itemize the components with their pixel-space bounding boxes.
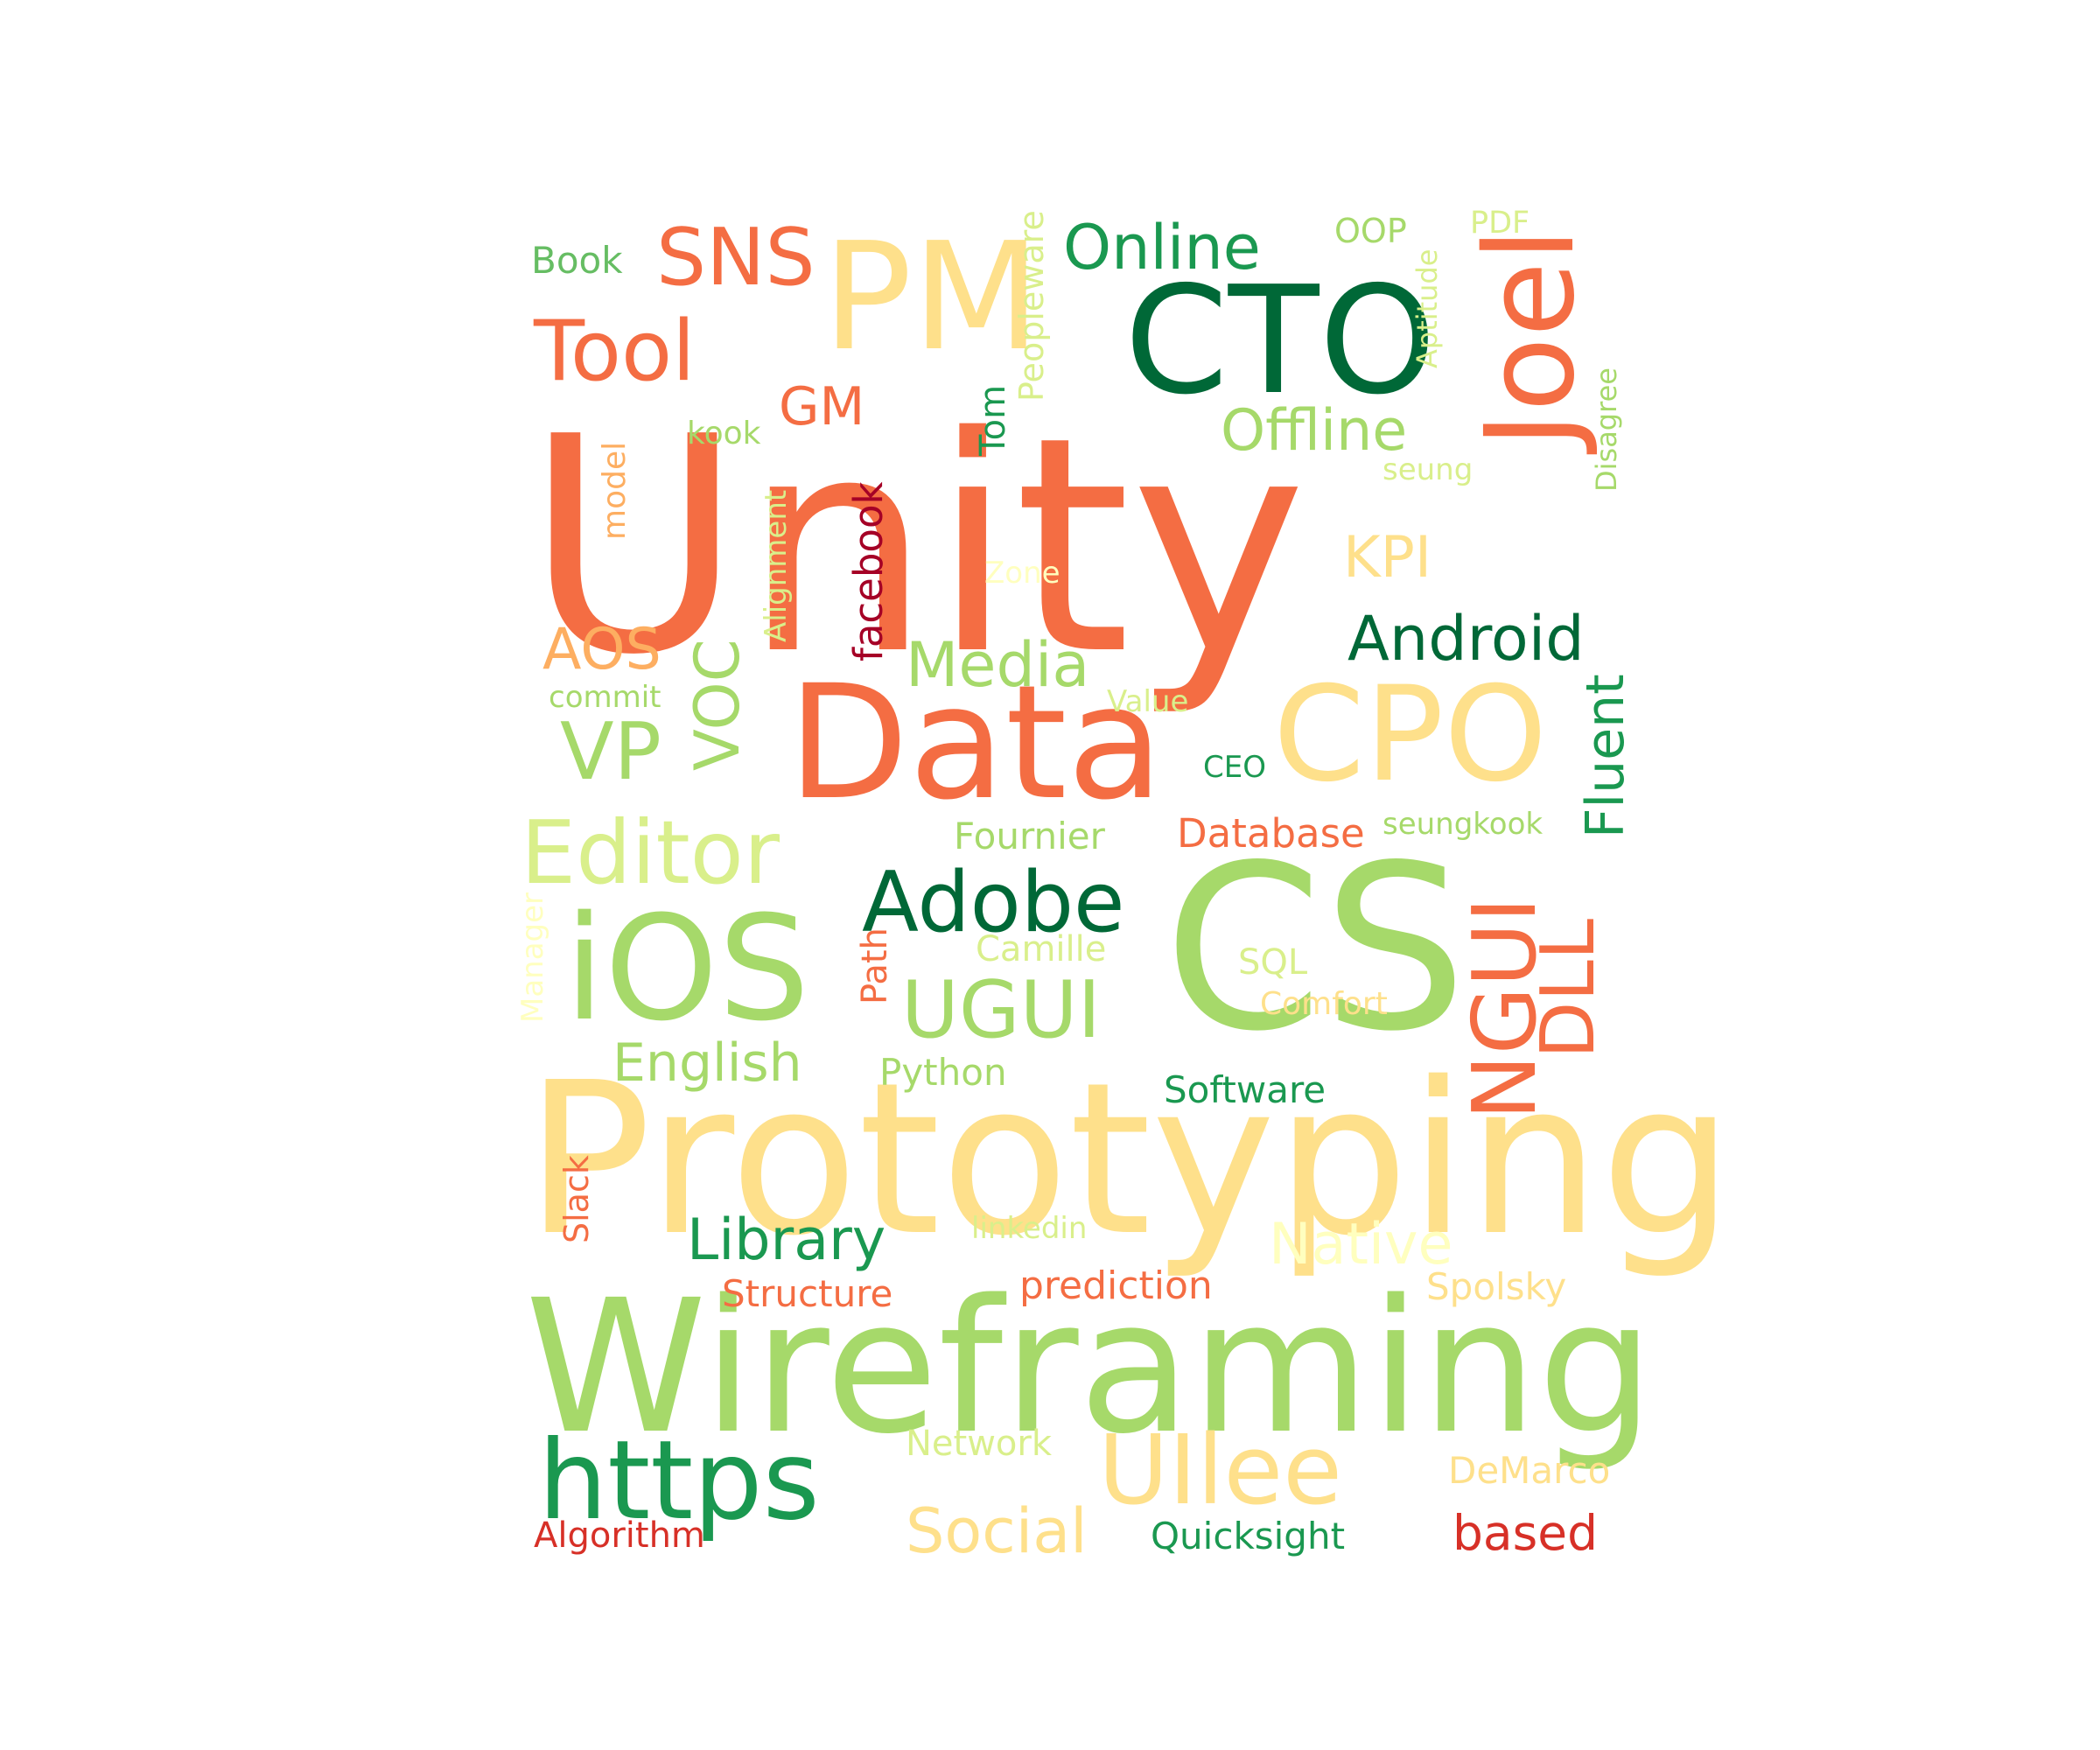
word-algorithm: Algorithm bbox=[534, 1516, 705, 1556]
word-spolsky: Spolsky bbox=[1426, 1265, 1567, 1308]
word-cs: CS bbox=[1164, 817, 1467, 1082]
word-ceo: CEO bbox=[1203, 750, 1266, 785]
word-data: Data bbox=[788, 652, 1164, 835]
word-disagree: Disagree bbox=[1590, 368, 1623, 492]
word-database: Database bbox=[1177, 810, 1365, 857]
word-peopleware: Peopleware bbox=[1012, 209, 1051, 402]
word-manager: Manager bbox=[515, 892, 550, 1024]
word-software: Software bbox=[1164, 1068, 1326, 1111]
word-ios: iOS bbox=[564, 885, 810, 1053]
word-dll: DLL bbox=[1525, 918, 1612, 1060]
word-demarco: DeMarco bbox=[1448, 1449, 1611, 1492]
word-based: based bbox=[1452, 1505, 1599, 1561]
word-python: Python bbox=[879, 1051, 1007, 1094]
word-tom: Tom bbox=[973, 384, 1013, 457]
word-facebook: facebook bbox=[845, 480, 892, 662]
word-adobe: Adobe bbox=[862, 855, 1125, 951]
word-offline: Offline bbox=[1221, 398, 1408, 464]
word-slack: Slack bbox=[557, 1154, 596, 1243]
word-social: Social bbox=[906, 1495, 1088, 1567]
word-ugui: UGUI bbox=[901, 964, 1102, 1056]
word-english: English bbox=[612, 1032, 802, 1094]
word-voc: VOC bbox=[682, 638, 753, 771]
word-network: Network bbox=[906, 1424, 1053, 1464]
word-https: https bbox=[538, 1418, 820, 1544]
word-aptitude: Aptitude bbox=[1410, 249, 1444, 369]
word-linkedin: linkedin bbox=[971, 1211, 1088, 1246]
word-commit: commit bbox=[549, 680, 662, 715]
word-cto: CTO bbox=[1124, 255, 1437, 428]
word-joel: Joel bbox=[1460, 227, 1602, 448]
word-fluent: Fluent bbox=[1575, 673, 1636, 838]
word-media: Media bbox=[906, 629, 1090, 701]
word-fournier: Fournier bbox=[954, 815, 1105, 858]
word-quicksight: Quicksight bbox=[1151, 1515, 1346, 1558]
word-online: Online bbox=[1063, 212, 1261, 284]
word-book: Book bbox=[531, 239, 623, 282]
word-native: Native bbox=[1269, 1212, 1453, 1278]
word-tool: Tool bbox=[534, 304, 696, 400]
word-uilee: UIlee bbox=[1098, 1414, 1342, 1526]
word-editor: Editor bbox=[521, 802, 780, 904]
word-sql: SQL bbox=[1238, 942, 1308, 983]
word-alignment: Alignment bbox=[759, 489, 794, 643]
word-oop: OOP bbox=[1334, 212, 1407, 250]
word-pm: PM bbox=[822, 211, 1041, 384]
word-structure: Structure bbox=[722, 1272, 893, 1315]
word-path: Path bbox=[855, 927, 895, 1004]
word-aos: AOS bbox=[542, 617, 662, 682]
word-seung: seung bbox=[1382, 452, 1474, 487]
word-cpo: CPO bbox=[1273, 659, 1548, 811]
word-prediction: prediction bbox=[1019, 1264, 1213, 1308]
word-zone: Zone bbox=[984, 556, 1060, 591]
word-comfort: Comfort bbox=[1260, 986, 1388, 1022]
word-library: Library bbox=[687, 1208, 886, 1273]
word-android: Android bbox=[1348, 603, 1585, 675]
word-wireframing: Wireframing bbox=[525, 1260, 1655, 1474]
word-kpi: KPI bbox=[1343, 525, 1432, 591]
word-unity: Unity bbox=[525, 374, 1307, 720]
word-kook: kook bbox=[687, 416, 761, 452]
word-model: model bbox=[597, 441, 633, 541]
word-sns: SNS bbox=[656, 212, 816, 304]
word-pdf: PDF bbox=[1470, 206, 1530, 241]
word-value: Value bbox=[1107, 684, 1189, 719]
word-camille: Camille bbox=[976, 929, 1107, 970]
word-prototyping: Prototyping bbox=[525, 1037, 1734, 1282]
word-vp: VP bbox=[560, 706, 662, 798]
word-gm: GM bbox=[779, 376, 865, 438]
word-seungkook: seungkook bbox=[1382, 807, 1544, 842]
